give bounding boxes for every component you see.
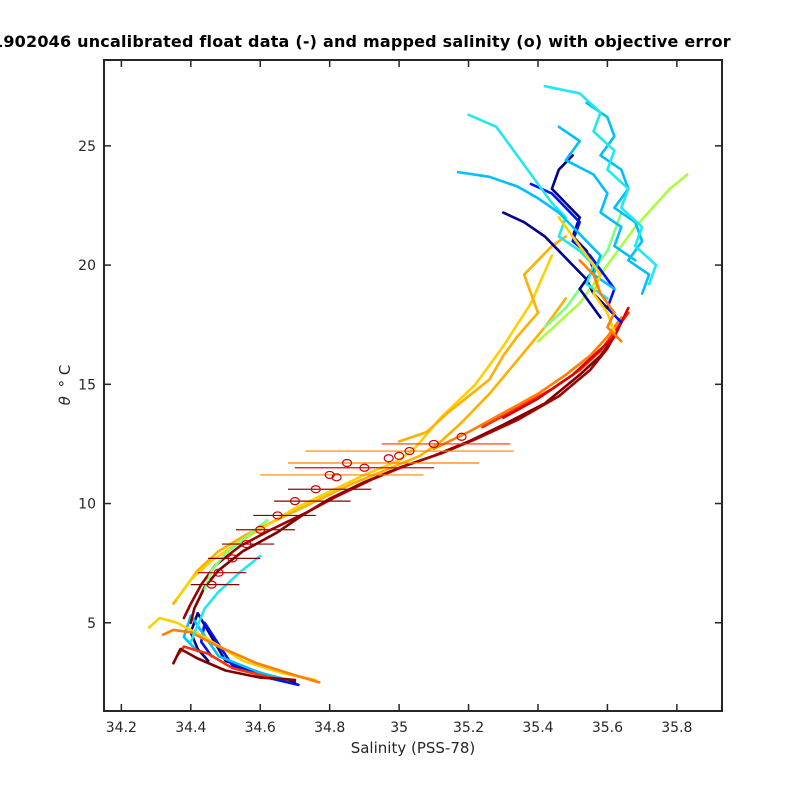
x-tick-label-4: 35 bbox=[390, 720, 408, 736]
mapped-point-2 bbox=[227, 554, 238, 563]
mapped-point-0 bbox=[206, 580, 217, 589]
mapped-marker-layer bbox=[206, 432, 467, 589]
plot-border bbox=[103, 59, 723, 712]
y-axis-label: θ ° C bbox=[56, 365, 74, 406]
y-tick-label-0: 5 bbox=[87, 616, 96, 632]
x-tick-label-5: 35.2 bbox=[453, 720, 484, 736]
plot-area bbox=[103, 59, 723, 712]
mapped-point-13 bbox=[456, 432, 467, 441]
y-tick-label-3: 20 bbox=[78, 258, 96, 274]
series-line-9 bbox=[172, 297, 568, 606]
x-tick-label-0: 34.2 bbox=[106, 720, 137, 736]
chart-title: 1902046 uncalibrated float data (-) and … bbox=[0, 32, 731, 51]
mapped-point-1 bbox=[213, 568, 224, 577]
mapped-point-15 bbox=[324, 470, 335, 480]
series-line-23 bbox=[456, 170, 616, 291]
mapped-point-5 bbox=[272, 511, 283, 520]
y-axis-unit: ° C bbox=[56, 365, 74, 388]
y-tick-label-2: 15 bbox=[78, 377, 96, 393]
series-line-14 bbox=[501, 306, 630, 420]
mapped-point-7 bbox=[310, 485, 321, 494]
series-line-4 bbox=[161, 628, 321, 684]
mapped-point-4 bbox=[255, 525, 266, 534]
mapped-point-11 bbox=[404, 446, 415, 456]
x-axis: 34.2 34.4 34.6 34.8 35 35.2 35.4 35.6 35.8 bbox=[106, 60, 692, 736]
mapped-point-10 bbox=[383, 454, 394, 463]
series-line-11 bbox=[397, 235, 568, 443]
series-line-15 bbox=[536, 173, 689, 343]
series-line-20 bbox=[585, 101, 651, 296]
mapped-point-6 bbox=[289, 497, 301, 506]
series-layer bbox=[147, 84, 689, 687]
series-line-26 bbox=[578, 258, 623, 343]
mapped-point-12 bbox=[428, 439, 439, 449]
x-tick-label-1: 34.4 bbox=[175, 720, 206, 736]
mapped-point-8 bbox=[331, 473, 342, 482]
error-bar-layer bbox=[190, 443, 514, 586]
series-line-6 bbox=[172, 647, 297, 682]
series-line-3 bbox=[147, 616, 318, 682]
series-line-28 bbox=[189, 554, 262, 644]
mapped-point-14 bbox=[341, 458, 353, 468]
mapped-point-9 bbox=[359, 463, 370, 472]
mapped-point-3 bbox=[241, 539, 252, 549]
x-tick-label-3: 34.8 bbox=[314, 720, 345, 736]
x-tick-label-6: 35.4 bbox=[522, 720, 553, 736]
y-tick-label-4: 25 bbox=[78, 139, 96, 155]
y-axis-symbol: θ bbox=[56, 396, 74, 405]
series-line-25 bbox=[557, 216, 616, 334]
x-tick-label-8: 35.8 bbox=[661, 720, 692, 736]
series-line-22 bbox=[467, 113, 609, 300]
series-line-27 bbox=[203, 518, 269, 591]
series-line-19 bbox=[501, 211, 609, 310]
mapped-point-16 bbox=[394, 451, 405, 460]
y-tick-label-1: 10 bbox=[78, 497, 96, 513]
series-line-21 bbox=[543, 84, 658, 286]
series-line-24 bbox=[557, 125, 637, 262]
x-axis-label: Salinity (PSS-78) bbox=[351, 739, 476, 757]
x-tick-label-7: 35.6 bbox=[592, 720, 623, 736]
y-axis: 5 10 15 20 25 bbox=[78, 139, 722, 632]
series-line-12 bbox=[432, 316, 623, 451]
svg-text:θ ° C: θ ° C bbox=[56, 365, 74, 406]
x-tick-label-2: 34.6 bbox=[245, 720, 276, 736]
